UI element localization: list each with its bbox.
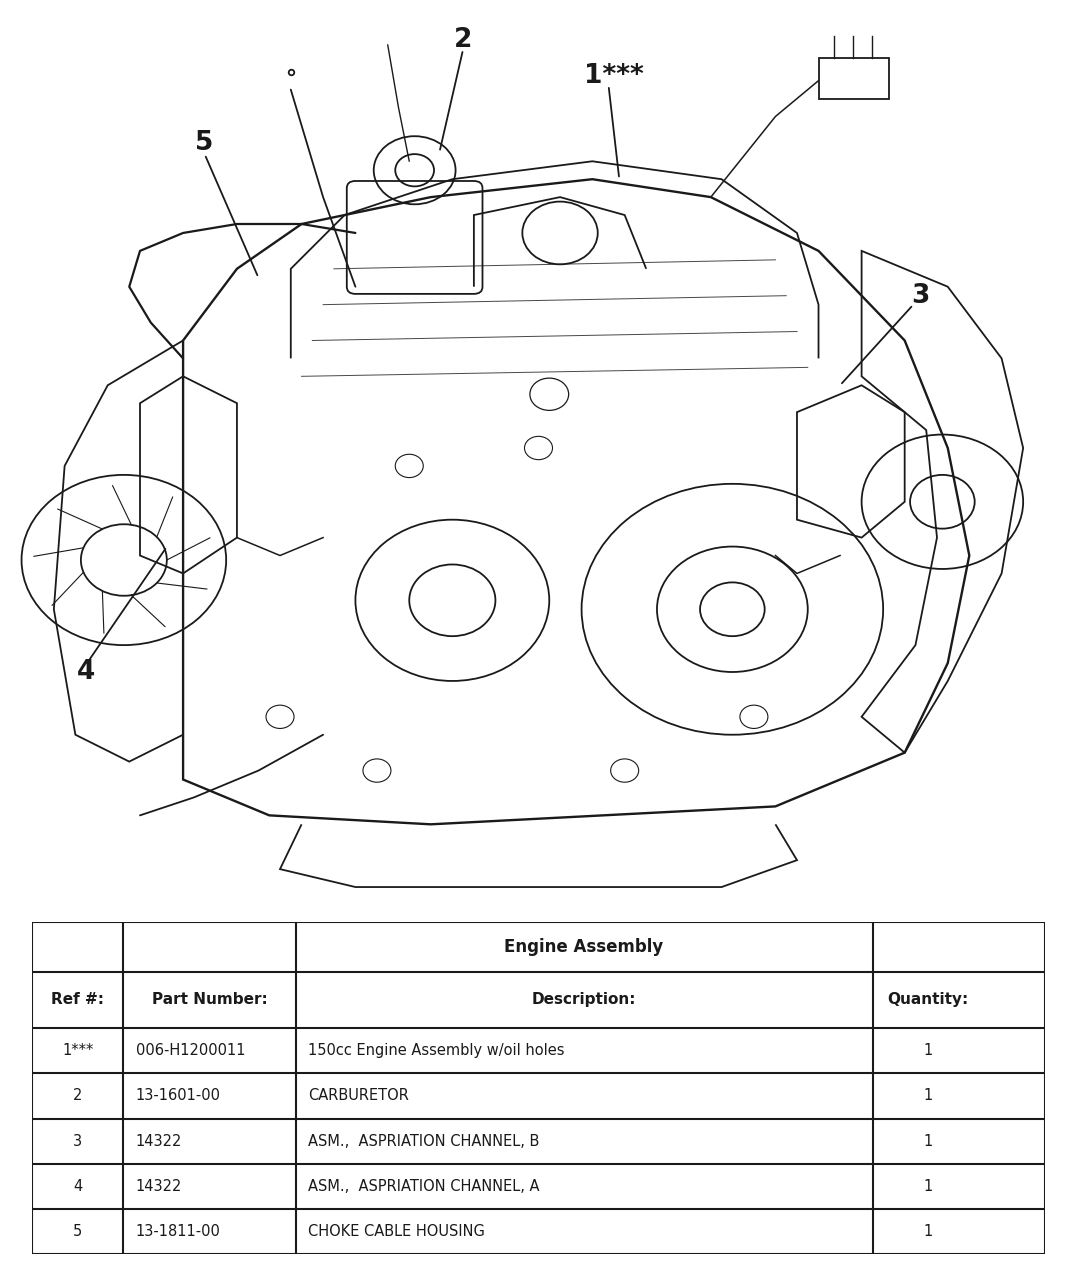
Text: CARBURETOR: CARBURETOR (308, 1088, 408, 1103)
Text: 1: 1 (924, 1043, 933, 1059)
Text: 1: 1 (924, 1088, 933, 1103)
Text: ASM.,  ASPRIATION CHANNEL, A: ASM., ASPRIATION CHANNEL, A (308, 1179, 540, 1194)
Text: Part Number:: Part Number: (152, 992, 267, 1007)
Text: 4: 4 (73, 1179, 83, 1194)
Text: 006-H1200011: 006-H1200011 (136, 1043, 246, 1059)
Text: 1***: 1*** (584, 63, 644, 90)
Text: 14322: 14322 (136, 1179, 182, 1194)
Text: Engine Assembly: Engine Assembly (504, 937, 663, 956)
Text: ASM.,  ASPRIATION CHANNEL, B: ASM., ASPRIATION CHANNEL, B (308, 1134, 540, 1148)
Text: 4: 4 (78, 659, 95, 685)
Text: 1: 1 (924, 1179, 933, 1194)
Text: 13-1811-00: 13-1811-00 (136, 1224, 221, 1239)
Text: 1: 1 (924, 1134, 933, 1148)
Text: 150cc Engine Assembly w/oil holes: 150cc Engine Assembly w/oil holes (308, 1043, 564, 1059)
Text: 1***: 1*** (62, 1043, 94, 1059)
Text: 5: 5 (195, 131, 214, 156)
Text: 3: 3 (73, 1134, 83, 1148)
Text: Description:: Description: (532, 992, 637, 1007)
Text: 5: 5 (73, 1224, 83, 1239)
Text: 14322: 14322 (136, 1134, 182, 1148)
Text: 3: 3 (911, 283, 931, 308)
Text: 2: 2 (73, 1088, 83, 1103)
Text: 13-1601-00: 13-1601-00 (136, 1088, 221, 1103)
Text: 2: 2 (453, 27, 473, 54)
Text: Ref #:: Ref #: (52, 992, 104, 1007)
Bar (819, 58, 889, 99)
Text: CHOKE CABLE HOUSING: CHOKE CABLE HOUSING (308, 1224, 485, 1239)
Text: 1: 1 (924, 1224, 933, 1239)
Text: Quantity:: Quantity: (887, 992, 969, 1007)
